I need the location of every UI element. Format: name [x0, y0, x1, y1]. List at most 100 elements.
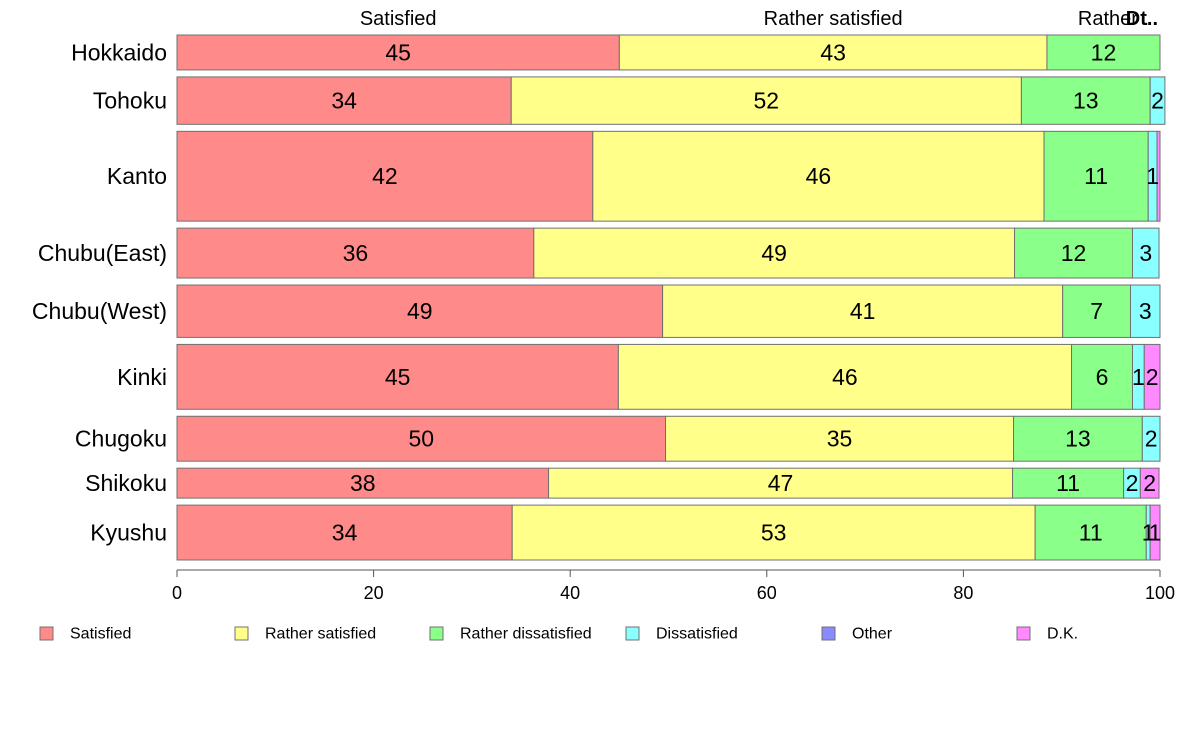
data-label: 36: [343, 240, 369, 266]
region-label-hokkaido: Hokkaido: [71, 39, 167, 65]
data-label: 3: [1139, 240, 1152, 266]
region-label-kanto: Kanto: [107, 163, 167, 189]
data-label: 12: [1061, 240, 1087, 266]
bar-segment: [1149, 76, 1166, 125]
bar-segment: [176, 34, 620, 71]
legend-swatch: [625, 626, 640, 641]
bar-segment: [176, 504, 513, 561]
data-label: 34: [331, 88, 357, 114]
legend-swatch: [1016, 626, 1031, 641]
bar-segment: [1071, 343, 1133, 410]
bar-segment: [176, 467, 550, 499]
bars: [176, 34, 1166, 561]
region-label-kinki: Kinki: [117, 364, 167, 390]
bar-segment: [618, 34, 1048, 71]
x-tick-label: 40: [560, 583, 580, 603]
region-label-chugoku: Chugoku: [75, 426, 167, 452]
bar-segment: [176, 130, 594, 222]
bar-segment: [665, 415, 1015, 462]
region-label-kyushu: Kyushu: [90, 520, 167, 546]
bar-segment: [176, 284, 664, 338]
bar-segment: [592, 130, 1045, 222]
top-label: Dt..: [1126, 8, 1158, 30]
data-label: 49: [407, 298, 433, 324]
top-label: Rather satisfied: [764, 8, 903, 30]
data-label: 46: [832, 364, 858, 390]
data-label: 50: [408, 426, 434, 452]
legend-label: Rather dissatisfied: [460, 626, 592, 643]
bar-segment: [176, 227, 535, 279]
data-label: 47: [768, 470, 794, 496]
bar-segment: [1130, 284, 1161, 338]
region-label-chubu-west-: Chubu(West): [32, 298, 167, 324]
data-label: 34: [332, 520, 358, 546]
data-label: 2: [1126, 470, 1139, 496]
data-label: 1: [1146, 163, 1159, 189]
data-label: 3: [1139, 298, 1152, 324]
data-label: 2: [1145, 426, 1158, 452]
legend-swatch: [821, 626, 836, 641]
bar-segment: [1141, 415, 1161, 462]
legend-label: D.K.: [1047, 626, 1078, 643]
bar-segment: [548, 467, 1014, 499]
data-label: 13: [1065, 426, 1091, 452]
x-tick-label: 60: [757, 583, 777, 603]
x-tick-label: 80: [953, 583, 973, 603]
bar-segment: [1062, 284, 1132, 338]
region-label-chubu-east-: Chubu(East): [38, 240, 167, 266]
data-label: 2: [1146, 364, 1159, 390]
data-label: 1: [1142, 520, 1155, 546]
data-label: 41: [850, 298, 876, 324]
bar-segment: [1014, 227, 1133, 279]
legend-swatch: [429, 626, 444, 641]
bar-segment: [1046, 34, 1161, 71]
x-tick-label: 20: [364, 583, 384, 603]
legend-label: Other: [852, 626, 893, 643]
x-tick-label: 0: [172, 583, 182, 603]
legend-swatch: [234, 626, 249, 641]
legend-label: Dissatisfied: [656, 626, 738, 643]
bar-segment: [1020, 76, 1151, 125]
bar-segment: [1149, 504, 1161, 561]
x-axis: 0 20 40 60 80 100: [172, 569, 1175, 603]
data-label: 7: [1090, 298, 1103, 324]
data-label: 35: [827, 426, 853, 452]
legend-swatch: [39, 626, 54, 641]
bar-segment: [533, 227, 1016, 279]
data-label: 45: [385, 39, 411, 65]
data-label: 38: [350, 470, 376, 496]
data-label: 6: [1096, 364, 1109, 390]
data-label: 52: [754, 88, 780, 114]
bar-segment: [176, 415, 667, 462]
legend-label: Satisfied: [70, 626, 131, 643]
bar-segment: [1139, 467, 1160, 499]
top-labels: Satisfied Rather satisfied Rather .Dt..: [360, 8, 1158, 30]
bar-segment: [1012, 467, 1125, 499]
bar-segment: [1143, 343, 1161, 410]
data-label: 43: [820, 39, 846, 65]
bar-segment: [1131, 227, 1160, 279]
bar-segment: [1156, 130, 1161, 222]
data-label: 1: [1132, 364, 1145, 390]
data-label: 1: [1149, 520, 1162, 546]
top-label: Satisfied: [360, 8, 437, 30]
region-labels: Hokkaido Tohoku Kanto Chubu(East) Chubu(West…: [32, 39, 167, 545]
data-label: 46: [806, 163, 832, 189]
bar-segment: [1034, 504, 1147, 561]
data-label: 2: [1143, 470, 1156, 496]
legend-label: Rather satisfied: [265, 626, 376, 643]
legend: Satisfied Rather satisfied Rather dissatis…: [39, 626, 1078, 643]
data-label: 42: [372, 163, 398, 189]
bar-segment: [510, 76, 1022, 125]
data-label: 2: [1151, 88, 1164, 114]
data-label: 53: [761, 520, 787, 546]
bar-segment: [511, 504, 1036, 561]
bar-segment: [1043, 130, 1149, 222]
data-label: 11: [1056, 470, 1080, 496]
data-label: 12: [1091, 39, 1117, 65]
bar-segment: [1013, 415, 1143, 462]
x-tick-label: 100: [1145, 583, 1175, 603]
region-label-tohoku: Tohoku: [93, 88, 167, 114]
